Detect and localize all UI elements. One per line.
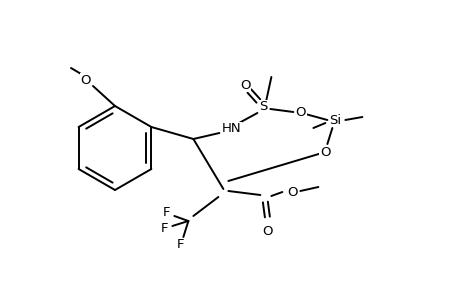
Text: O: O [262, 226, 272, 238]
Text: Si: Si [329, 113, 341, 127]
Text: F: F [160, 223, 168, 236]
Text: O: O [286, 185, 297, 199]
Text: O: O [319, 146, 330, 158]
Text: O: O [295, 106, 305, 118]
Text: F: F [176, 238, 184, 251]
Text: F: F [162, 206, 170, 220]
Text: O: O [240, 79, 250, 92]
Text: HN: HN [221, 122, 241, 136]
Text: O: O [81, 74, 91, 86]
Text: S: S [258, 100, 267, 113]
